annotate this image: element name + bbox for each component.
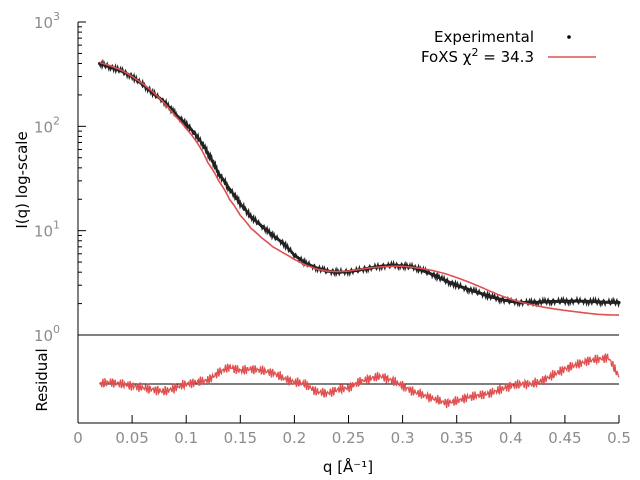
x-tick-label: 0.5 (607, 429, 631, 447)
experimental-point (422, 269, 426, 273)
x-tick-label: 0.35 (440, 429, 473, 447)
experimental-series (98, 58, 621, 309)
residual-plot-axes (77, 335, 619, 424)
x-tick-label: 0.15 (224, 429, 257, 447)
experimental-point (455, 283, 459, 287)
y-tick-label: 103 (34, 10, 60, 32)
experimental-point (249, 215, 253, 219)
experimental-point (476, 291, 480, 295)
experimental-point (195, 134, 199, 138)
experimental-point (595, 300, 600, 304)
legend-experimental-marker (567, 35, 571, 39)
experimental-point (260, 224, 264, 228)
experimental-point (606, 300, 610, 304)
x-tick-label: 0.1 (174, 429, 198, 447)
y-tick-base: 10 (34, 223, 53, 241)
experimental-trace (98, 58, 621, 309)
experimental-point (530, 300, 535, 305)
x-tick-label: 0.2 (282, 429, 306, 447)
residual-axis-title: Residual (33, 348, 51, 411)
experimental-point (433, 274, 437, 278)
experimental-point (282, 242, 286, 246)
experimental-point (498, 297, 502, 301)
experimental-point (465, 287, 470, 291)
x-tick-label: 0.05 (115, 429, 148, 447)
experimental-point (184, 122, 188, 126)
experimental-point (617, 300, 621, 305)
x-tick-label: 0.3 (391, 429, 415, 447)
y-tick-exponent: 3 (53, 10, 60, 23)
y-tick-exponent: 2 (53, 114, 60, 127)
x-tick-labels: 0 0.05 0.1 0.15 0.2 0.25 0.3 0.35 0.4 0.45 0.5 (73, 415, 631, 447)
y-tick-label: 101 (34, 219, 60, 241)
x-tick-label: 0.45 (548, 429, 581, 447)
y-tick-exponent: 1 (53, 219, 60, 232)
experimental-point (271, 233, 275, 237)
experimental-point (238, 202, 242, 206)
experimental-point (206, 151, 210, 155)
experimental-point (563, 299, 567, 303)
experimental-point (552, 299, 556, 303)
legend-foxs-label: FoXS χ2 = 34.3 (421, 46, 534, 66)
experimental-point (509, 299, 513, 303)
x-tick-label: 0.4 (499, 429, 523, 447)
y-tick-base: 10 (34, 118, 53, 136)
experimental-point (444, 279, 448, 283)
legend-foxs-label-sup: 2 (471, 46, 478, 59)
y-tick-label: 100 (34, 323, 60, 345)
foxs-fit-line (99, 61, 619, 316)
experimental-point (227, 187, 232, 191)
legend-experimental-label: Experimental (434, 28, 534, 46)
y-tick-label: 102 (34, 114, 60, 136)
residual-line (99, 352, 620, 409)
y-axis-title: I(q) log-scale (13, 131, 31, 228)
x-tick-label: 0.25 (332, 429, 365, 447)
experimental-point (541, 300, 545, 304)
experimental-point (217, 172, 221, 176)
main-plot-axes (77, 22, 619, 336)
experimental-point (574, 299, 578, 303)
y-tick-exponent: 0 (53, 323, 60, 336)
x-tick-label: 0 (73, 429, 83, 447)
legend-foxs-label-tail: = 34.3 (478, 48, 534, 66)
y-tick-base: 10 (34, 14, 53, 32)
legend: Experimental FoXS χ2 = 34.3 (421, 28, 596, 66)
x-axis-title: q [Å⁻¹] (323, 457, 373, 476)
experimental-point (584, 299, 589, 303)
experimental-point (292, 253, 296, 257)
experimental-point (487, 294, 491, 298)
y-tick-base: 10 (34, 327, 53, 345)
legend-foxs-label-main: FoXS χ (421, 48, 472, 66)
